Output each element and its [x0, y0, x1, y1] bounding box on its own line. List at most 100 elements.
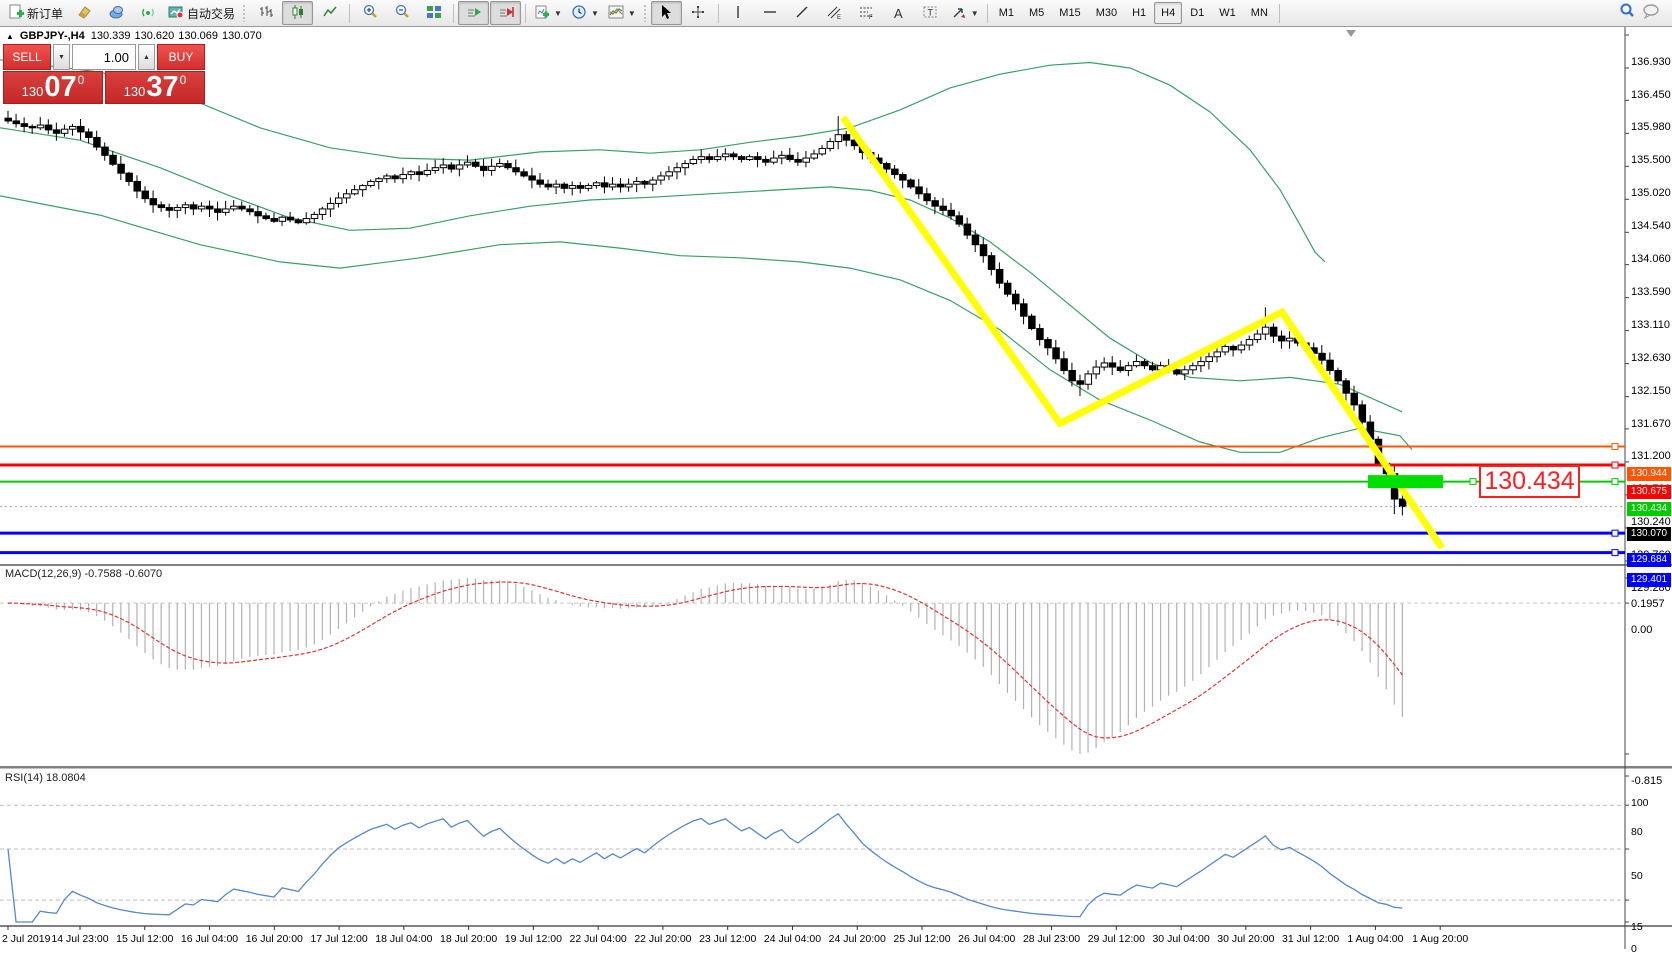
new-order-label: 新订单 — [27, 6, 64, 21]
rsi-value: 18.0804 — [45, 772, 86, 784]
timeframe-MN[interactable]: MN — [1250, 7, 1268, 19]
signal-button[interactable] — [132, 1, 163, 25]
arrows-icon — [951, 4, 967, 23]
timeframe-M15[interactable]: M15 — [1059, 7, 1081, 19]
bar-chart-button[interactable] — [250, 1, 281, 25]
fibonacci-tool-button[interactable]: F — [851, 1, 882, 25]
sell-price-display[interactable]: 130 07 0 — [3, 71, 103, 104]
timeframe-M1[interactable]: M1 — [998, 7, 1014, 19]
main-toolbar: 新订单 自动交易 ▼ ▼ ▼ E F A T ▼ M1 M5 M15 M30 H1 H4 D… — [0, 0, 1672, 27]
dropdown-caret: ▼ — [590, 8, 599, 18]
buy-price-pips: 37 — [146, 71, 179, 103]
toolbar-drag-handle[interactable] — [242, 4, 248, 22]
zoom-in-icon — [362, 4, 378, 23]
timeframe-H1[interactable]: H1 — [1132, 7, 1147, 19]
sell-price-pips: 07 — [44, 71, 77, 103]
crosshair-icon — [690, 4, 706, 23]
macd-signal-value: -0.6070 — [124, 568, 163, 580]
auto-trading-button[interactable]: 自动交易 — [164, 1, 239, 25]
templates-button[interactable]: ▼ — [604, 1, 640, 25]
volume-input[interactable]: 1.00 — [72, 44, 136, 70]
one-click-collapse-arrow[interactable]: ▲ — [6, 31, 14, 41]
trendline-icon — [794, 4, 810, 23]
price-annotation-label[interactable]: 130.434 — [1479, 465, 1580, 498]
zoom-in-button[interactable] — [354, 1, 385, 25]
auto-trading-icon — [168, 4, 184, 23]
eraser-button[interactable] — [68, 1, 99, 25]
profiles-icon — [108, 4, 124, 23]
buy-price-point: 0 — [179, 73, 187, 87]
profiles-button[interactable] — [100, 1, 131, 25]
macd-histogram — [23, 578, 1403, 754]
chart-area[interactable]: 136.930 136.450 135.980 135.500 135.020 134.5… — [0, 27, 1672, 955]
macd-name: MACD(12,26,9) — [5, 568, 82, 580]
main-chart-canvas[interactable] — [0, 27, 1672, 949]
text-tool-icon: A — [893, 5, 903, 21]
new-chart-button[interactable]: ▼ — [530, 1, 566, 25]
ohlc-high: 130.620 — [134, 30, 175, 42]
toolbar-drag-handle[interactable] — [642, 4, 648, 22]
horizontal-line-tool-button[interactable] — [755, 1, 786, 25]
vertical-line-icon — [730, 4, 746, 23]
support-highlight-box[interactable] — [1368, 475, 1443, 489]
dropdown-caret: ▼ — [970, 8, 979, 18]
channel-icon: E — [826, 4, 842, 23]
rsi-name: RSI(14) — [5, 772, 43, 784]
channel-tool-button[interactable]: E — [819, 1, 850, 25]
auto-scroll-button[interactable] — [458, 1, 490, 25]
timeframe-H4[interactable]: H4 — [1154, 2, 1183, 24]
sell-button[interactable]: SELL — [3, 44, 51, 70]
fibonacci-icon: F — [858, 4, 874, 23]
candlestick-chart-button[interactable] — [282, 1, 314, 25]
tile-windows-icon — [426, 4, 442, 23]
new-order-button[interactable]: 新订单 — [4, 1, 67, 25]
sell-price-big-figure: 130 — [21, 84, 44, 99]
cursor-tool-button[interactable] — [650, 1, 682, 25]
toolbar-right-tools — [1618, 2, 1668, 25]
volume-increase-button[interactable]: ▲ — [138, 44, 155, 70]
zoom-out-button[interactable] — [386, 1, 417, 25]
toolbar-separator — [453, 3, 455, 23]
rsi-pane-label: RSI(14) 18.0804 — [5, 772, 86, 784]
timeframe-toolbar: M1 M5 M15 M30 H1 H4 D1 W1 MN — [992, 2, 1275, 24]
candles — [4, 110, 1407, 516]
ohlc-close: 130.070 — [222, 30, 262, 42]
tile-windows-button[interactable] — [418, 1, 449, 25]
timeframe-M5[interactable]: M5 — [1029, 7, 1045, 19]
one-click-trading-panel: SELL ▼ 1.00 ▲ BUY 130 07 0 130 37 0 — [3, 44, 205, 104]
dropdown-caret: ▼ — [627, 8, 636, 18]
toolbar-separator — [349, 3, 351, 23]
auto-scroll-icon — [466, 4, 482, 23]
timeframe-D1[interactable]: D1 — [1190, 7, 1205, 19]
crosshair-tool-button[interactable] — [683, 1, 714, 25]
symbol-info-bar: ▲ GBPJPY-,H4 130.339 130.620 130.069 130… — [6, 30, 262, 42]
clock-icon — [571, 4, 587, 23]
buy-price-display[interactable]: 130 37 0 — [105, 71, 205, 104]
timeframe-W1[interactable]: W1 — [1219, 7, 1236, 19]
yellow-trendline[interactable] — [840, 115, 1445, 550]
eraser-icon — [76, 4, 92, 23]
buy-button[interactable]: BUY — [157, 44, 205, 70]
candlestick-chart-icon — [290, 4, 306, 23]
cursor-icon — [658, 4, 674, 23]
timeframe-M30[interactable]: M30 — [1095, 7, 1118, 19]
line-chart-button[interactable] — [314, 1, 345, 25]
line-chart-icon — [322, 4, 338, 23]
chat-icon[interactable] — [1642, 2, 1662, 25]
search-icon[interactable] — [1618, 2, 1636, 25]
bar-chart-icon — [258, 4, 274, 23]
chart-shift-button[interactable] — [490, 1, 522, 25]
rsi-line — [7, 812, 1403, 923]
toolbar-separator — [986, 3, 988, 23]
arrows-tool-button[interactable]: ▼ — [947, 1, 983, 25]
vertical-line-tool-button[interactable] — [723, 1, 754, 25]
label-tool-button[interactable]: T — [915, 1, 946, 25]
label-tool-icon: T — [922, 4, 938, 23]
periods-button[interactable]: ▼ — [567, 1, 603, 25]
zoom-out-icon — [394, 4, 410, 23]
text-tool-button[interactable]: A — [883, 1, 914, 25]
channel-e-label: E — [837, 15, 841, 20]
volume-decrease-button[interactable]: ▼ — [53, 44, 70, 70]
ohlc-open: 130.339 — [90, 30, 131, 42]
trendline-tool-button[interactable] — [787, 1, 818, 25]
